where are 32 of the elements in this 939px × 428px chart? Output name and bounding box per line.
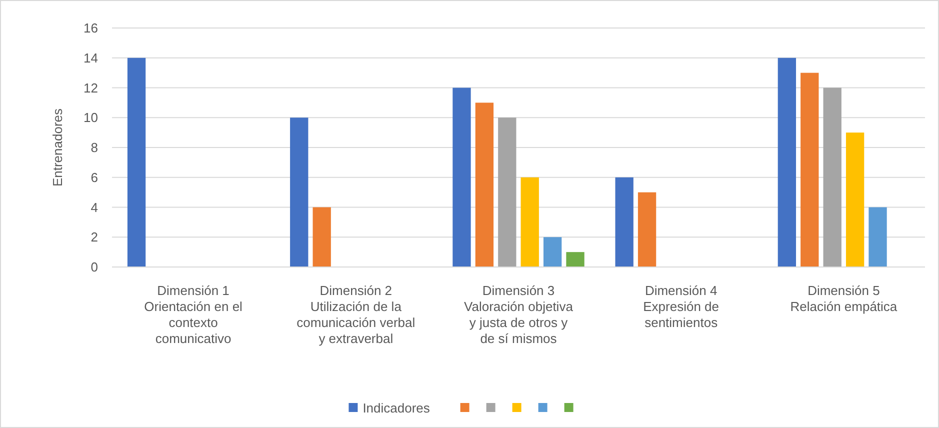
y-axis-title: Entrenadores xyxy=(50,108,65,187)
bar xyxy=(127,58,146,267)
bar xyxy=(475,102,494,267)
bar xyxy=(868,207,887,267)
y-tick-label: 6 xyxy=(90,170,98,185)
bar xyxy=(290,118,308,267)
y-tick-label: 2 xyxy=(90,230,98,245)
y-tick-label: 16 xyxy=(84,20,98,36)
y-tick-label: 4 xyxy=(90,200,98,215)
bar xyxy=(778,58,796,267)
bar xyxy=(823,88,842,267)
y-tick-label: 0 xyxy=(90,260,98,275)
y-tick-label: 10 xyxy=(84,110,98,126)
x-tick-label: Dimensión 1 Orientación en el contexto comunicativo xyxy=(144,283,243,346)
x-tick-label: Dimensión 4 Expresión de sentimientos xyxy=(643,283,720,330)
x-tick-label: Dimensión 2 Utilización de la comunicación verbal y extraverbal xyxy=(296,283,416,346)
bar xyxy=(846,132,864,267)
bar xyxy=(452,88,471,267)
y-tick-label: 12 xyxy=(84,80,98,96)
y-tick-label: 8 xyxy=(90,140,98,156)
bar xyxy=(638,192,656,267)
y-tick-label: 14 xyxy=(84,50,98,66)
x-tick-label: Dimensión 5 Relación empática xyxy=(790,283,898,314)
bar xyxy=(615,177,634,267)
bar xyxy=(800,72,819,267)
legend-label: Indicadores xyxy=(362,400,430,416)
bar xyxy=(498,118,516,267)
bar xyxy=(566,252,584,267)
bar xyxy=(543,237,562,267)
x-tick-label: Dimensión 3 Valoración objetiva y justa de otros y de sí mismos xyxy=(464,283,574,346)
bar xyxy=(312,207,331,267)
bar xyxy=(520,177,539,267)
